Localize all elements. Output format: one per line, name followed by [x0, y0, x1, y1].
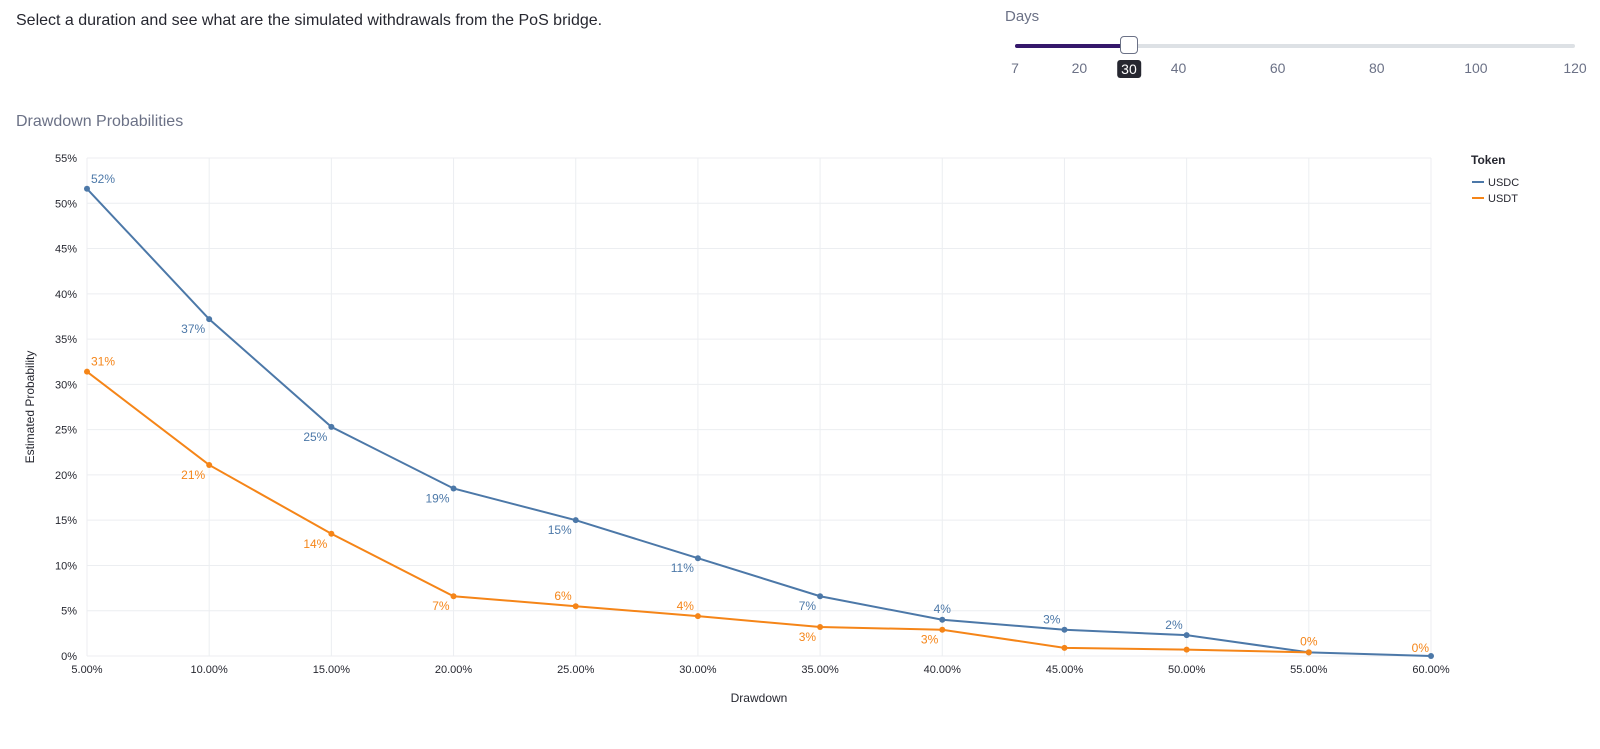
- data-label-usdt: 3%: [799, 630, 817, 644]
- data-label-usdt: 4%: [677, 599, 695, 613]
- x-tick-label: 20.00%: [435, 664, 473, 676]
- data-point-usdc: [817, 593, 824, 600]
- data-point-usdc: [450, 485, 457, 492]
- legend-title: Token: [1471, 153, 1505, 167]
- data-point-usdc: [572, 517, 579, 524]
- x-tick-label: 10.00%: [191, 664, 229, 676]
- slider-tick: 20: [1071, 60, 1088, 76]
- data-point-usdc: [206, 316, 213, 323]
- data-point-usdc: [84, 185, 90, 192]
- days-slider[interactable]: Days 7 20 40 60 80 100 120 30: [1005, 0, 1587, 90]
- data-label-usdc: 7%: [799, 599, 817, 613]
- x-tick-label: 45.00%: [1046, 664, 1084, 676]
- data-label-usdc: 2%: [1165, 618, 1183, 632]
- chart-title: Drawdown Probabilities: [16, 113, 184, 130]
- legend-label-usdt: USDT: [1488, 193, 1518, 205]
- x-tick-label: 30.00%: [679, 664, 717, 676]
- data-label-usdc: 37%: [181, 322, 205, 336]
- x-tick-label: 50.00%: [1168, 664, 1206, 676]
- data-point-usdt: [939, 626, 946, 633]
- drawdown-chart: 0% 5% 10% 15% 20% 25% 30% 35% 40% 45% 50% 55% 5.00% 1…: [23, 153, 1519, 705]
- data-point-usdt: [1183, 646, 1190, 653]
- y-axis-title: Estimated Probability: [23, 351, 37, 464]
- data-label-usdc: 52%: [91, 172, 115, 186]
- data-label-usdc: 25%: [303, 430, 327, 444]
- slider-tick: 80: [1368, 60, 1385, 76]
- y-tick-label: 10%: [55, 560, 77, 572]
- x-tick-label: 15.00%: [313, 664, 351, 676]
- data-point-usdt: [84, 368, 90, 375]
- data-point-usdt: [817, 624, 824, 631]
- data-point-usdc: [1428, 653, 1434, 659]
- y-tick-label: 20%: [55, 470, 77, 482]
- y-tick-label: 30%: [55, 379, 77, 391]
- x-tick-label: 40.00%: [924, 664, 962, 676]
- legend-label-usdc: USDC: [1488, 177, 1519, 189]
- data-point-usdc: [1061, 626, 1068, 633]
- slider-label: Days: [1005, 8, 1040, 25]
- data-label-usdc: 15%: [548, 523, 572, 537]
- data-point-usdc: [939, 616, 946, 623]
- slider-tick: 100: [1464, 60, 1488, 76]
- y-tick-label: 45%: [55, 244, 77, 256]
- x-axis-title: Drawdown: [731, 691, 788, 705]
- data-label-usdt: 14%: [303, 537, 327, 551]
- data-label-usdt: 6%: [554, 589, 572, 603]
- y-tick-label: 35%: [55, 334, 77, 346]
- slider-tick: 40: [1170, 60, 1187, 76]
- y-tick-label: 50%: [55, 198, 77, 210]
- data-label-usdt: 0%: [1300, 634, 1318, 648]
- slider-tick: 7: [1011, 60, 1019, 76]
- y-tick-label: 0%: [61, 651, 77, 663]
- data-point-usdt: [450, 593, 457, 600]
- y-tick-label: 15%: [55, 515, 77, 527]
- series-line-usdc: [86, 188, 1432, 657]
- data-label-usdc: 11%: [671, 561, 694, 575]
- x-tick-label: 25.00%: [557, 664, 595, 676]
- data-label-usdt: 7%: [432, 599, 450, 613]
- intro-text: Select a duration and see what are the s…: [16, 12, 603, 29]
- data-label-usdc: 4%: [934, 602, 952, 616]
- slider-thumb[interactable]: [1119, 36, 1138, 54]
- data-point-usdt: [1305, 649, 1312, 656]
- data-label-usdt: 3%: [921, 633, 939, 647]
- data-label-usdt: 21%: [181, 468, 205, 482]
- data-point-usdc: [1183, 632, 1190, 639]
- slider-ticks: 7 20 40 60 80 100 120 30: [1005, 60, 1587, 80]
- slider-value-badge: 30: [1117, 60, 1141, 78]
- data-label-usdc: 3%: [1043, 613, 1061, 627]
- data-point-usdt: [328, 530, 335, 537]
- y-tick-label: 25%: [55, 425, 77, 437]
- slider-tick: 60: [1269, 60, 1286, 76]
- data-point-usdt: [1061, 644, 1068, 651]
- data-point-usdc: [328, 423, 335, 430]
- data-point-usdt: [206, 461, 213, 468]
- x-tick-label: 55.00%: [1290, 664, 1328, 676]
- slider-track-fill: [1015, 44, 1129, 48]
- data-point-usdt: [694, 613, 701, 620]
- slider-tick: 120: [1563, 60, 1587, 76]
- x-tick-label: 5.00%: [71, 664, 102, 676]
- data-label-usdc: 19%: [426, 491, 450, 505]
- x-tick-label: 35.00%: [801, 664, 839, 676]
- slider-track[interactable]: [1015, 44, 1575, 48]
- data-point-usdt: [572, 603, 579, 610]
- data-label-usdt: 31%: [91, 355, 115, 369]
- y-tick-label: 40%: [55, 289, 77, 301]
- x-tick-label: 60.00%: [1412, 664, 1450, 676]
- data-label-usdt: 0%: [1412, 641, 1430, 655]
- data-point-usdc: [694, 555, 701, 562]
- y-tick-label: 5%: [61, 606, 77, 618]
- y-tick-label: 55%: [55, 153, 77, 165]
